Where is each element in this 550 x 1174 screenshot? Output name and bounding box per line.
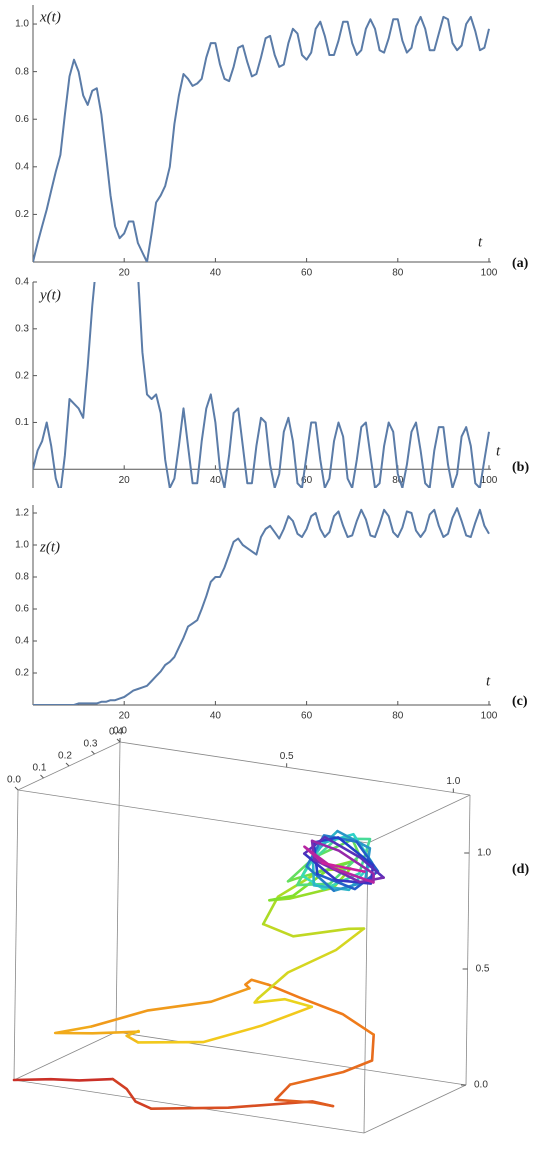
trajectory: [310, 839, 375, 884]
x-tick-label: 0.5: [280, 751, 294, 762]
y-tick: [65, 762, 70, 767]
x-axis-label: t: [478, 234, 483, 250]
x-tick-label: 40: [210, 268, 222, 279]
trajectory: [125, 1029, 140, 1044]
y-tick-label: 0.4: [15, 277, 29, 288]
z-tick-label: 1.0: [477, 848, 491, 859]
trajectory: [261, 922, 366, 938]
x-tick-label: 1.0: [446, 776, 460, 787]
trajectory: [256, 927, 366, 1000]
y-tick-label: 0.1: [15, 417, 29, 428]
box-edge: [13, 1079, 365, 1134]
trajectory: [303, 835, 385, 879]
trajectory: [303, 845, 375, 884]
x-axis-label: t: [486, 673, 491, 689]
y-tick: [91, 750, 95, 755]
box-edge: [13, 1031, 117, 1081]
y-axis-label: y(t): [38, 287, 61, 303]
x-tick-label: 20: [119, 268, 131, 279]
y-tick-label: 0.2: [15, 668, 29, 679]
box-edge: [465, 794, 471, 1086]
trajectory: [244, 978, 270, 990]
y-tick-label: 0.6: [15, 604, 29, 615]
y-tick-label: 1.2: [15, 508, 29, 519]
trajectory: [111, 1077, 153, 1110]
y-tick-label: 0.4: [15, 161, 29, 172]
trajectory: [136, 1005, 314, 1044]
x-tick-label: 20: [119, 711, 131, 722]
box-edge: [115, 741, 121, 1033]
x-tick-label: 40: [210, 475, 222, 486]
trajectory: [90, 987, 251, 1028]
x-tick-label: 80: [392, 475, 404, 486]
x-tick-label: 80: [392, 268, 404, 279]
y-tick-label: 1.0: [15, 540, 29, 551]
y-tick-label: 0.3: [84, 739, 98, 750]
y-tick: [14, 786, 19, 791]
x-tick-label: 20: [119, 475, 131, 486]
trajectory: [253, 997, 314, 1009]
x-tick-label: 60: [301, 475, 313, 486]
box-edge: [367, 794, 471, 844]
y-tick-label: 0.8: [15, 66, 29, 77]
x-tick-label: 60: [301, 268, 313, 279]
x-tick-label: 100: [481, 475, 498, 486]
series-line: [33, 507, 490, 705]
panel-label: (d): [512, 862, 529, 877]
x-tick-label: 60: [301, 711, 313, 722]
trajectory: [310, 839, 385, 884]
trajectory: [12, 1077, 115, 1082]
y-tick: [116, 738, 121, 743]
box-edge: [363, 1084, 467, 1134]
trajectory: [321, 861, 366, 873]
x-tick-label: 100: [481, 268, 498, 279]
panel-label: (b): [512, 460, 529, 475]
box-edge: [115, 1031, 467, 1086]
trajectory: [53, 1025, 140, 1035]
trajectory: [288, 1033, 375, 1086]
x-axis-label: t: [496, 443, 501, 459]
trajectory: [303, 852, 375, 885]
series-line: [33, 15, 490, 262]
box-edge: [363, 842, 369, 1134]
y-tick-label: 0.0: [7, 775, 21, 786]
y-tick-label: 0.3: [15, 323, 29, 334]
y-tick-label: 0.4: [109, 727, 123, 738]
trajectory: [274, 1083, 335, 1108]
x-tick-label: 80: [392, 711, 404, 722]
y-axis-label: z(t): [39, 539, 60, 555]
y-tick: [40, 774, 44, 779]
z-tick-label: 0.5: [476, 964, 490, 975]
y-tick-label: 0.4: [15, 636, 29, 647]
series-line: [33, 282, 490, 488]
y-tick-label: 0.6: [15, 114, 29, 125]
box-edge: [13, 789, 19, 1081]
box-edge: [119, 741, 471, 796]
z-tick-label: 0.0: [474, 1080, 488, 1091]
y-tick-label: 1.0: [15, 19, 29, 30]
panel-label: (a): [512, 256, 529, 271]
x-tick-label: 0.0: [113, 726, 127, 737]
y-tick-label: 0.2: [15, 370, 29, 381]
panel-label: (c): [512, 694, 528, 709]
y-tick-label: 0.2: [15, 209, 29, 220]
box-edge: [17, 789, 369, 844]
y-tick-label: 0.1: [33, 763, 47, 774]
y-tick-label: 0.8: [15, 572, 29, 583]
y-tick-label: 0.2: [58, 751, 72, 762]
y-axis-label: x(t): [39, 9, 61, 25]
x-tick-label: 100: [481, 711, 498, 722]
x-tick-label: 40: [210, 711, 222, 722]
trajectory: [266, 983, 375, 1036]
